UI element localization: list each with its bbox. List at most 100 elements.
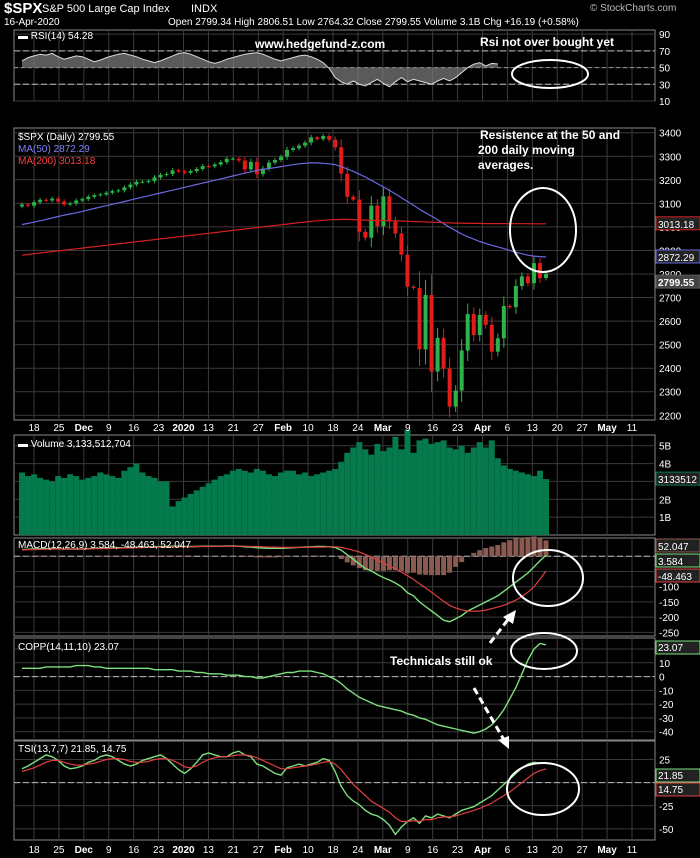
technicals-annotation: Technicals still ok	[390, 654, 493, 668]
resist-annotation: averages.	[478, 158, 533, 172]
volume-bar	[488, 440, 495, 535]
macd-tick-label: -200	[659, 613, 679, 624]
volume-bar	[416, 440, 423, 535]
macd-hist-bar	[43, 555, 49, 557]
x-axis-label-bottom: 13	[203, 845, 215, 856]
watermark: © StockCharts.com	[590, 3, 677, 14]
macd-hist-bar	[543, 540, 549, 557]
macd-hist-bar	[103, 555, 109, 557]
volume-bar	[506, 468, 513, 535]
macd-hist-bar	[272, 556, 278, 558]
volume-bar	[193, 490, 200, 535]
price-candle	[453, 390, 458, 407]
volume-bar	[470, 447, 477, 535]
price-candle	[200, 166, 205, 169]
volume-bar	[314, 474, 321, 535]
x-axis-label: 2020	[172, 423, 195, 434]
macd-hist-bar	[477, 550, 483, 557]
macd-hist-bar	[459, 556, 465, 563]
rsi-tick-label: 50	[659, 64, 671, 75]
price-candle	[363, 231, 368, 238]
macd-signal-line	[21, 545, 547, 612]
volume-bar	[500, 465, 507, 535]
copp-tick-label: 10	[659, 659, 671, 670]
price-candle	[483, 314, 488, 325]
tsi-panel-frame	[13, 740, 656, 841]
price-last-ma200: 3013.18	[658, 220, 695, 231]
macd-hist-bar	[471, 552, 477, 557]
volume-bar	[91, 476, 98, 535]
volume-title: ▬ Volume 3,133,512,704	[18, 439, 131, 450]
macd-hist-bar	[170, 555, 176, 557]
x-axis-label: 13	[527, 423, 539, 434]
price-candle	[411, 286, 416, 288]
volume-bar	[476, 442, 483, 535]
x-axis-label-bottom: 16	[427, 845, 439, 856]
volume-bar	[109, 476, 116, 535]
price-tick-label: 3200	[659, 176, 682, 187]
copp-tick-label: 0	[659, 673, 665, 684]
macd-hist-bar	[417, 556, 423, 575]
volume-bar	[121, 470, 128, 535]
macd-hist-bar	[525, 537, 531, 557]
arrow-up-head	[503, 610, 516, 624]
price-candle	[38, 199, 43, 203]
x-axis-label-bottom: 27	[577, 845, 589, 856]
price-candle	[236, 158, 241, 161]
rsi-annotation: Rsi not over bought yet	[480, 35, 614, 49]
volume-bar	[308, 476, 315, 535]
price-candle	[212, 164, 217, 167]
ma200-legend: MA(200) 3013.18	[18, 156, 96, 167]
price-tick-label: 2200	[659, 411, 682, 422]
macd-hist-bar	[133, 555, 139, 557]
copp-circle	[510, 632, 578, 670]
x-axis-label: 27	[577, 423, 589, 434]
price-candle	[291, 148, 296, 150]
volume-bar	[31, 474, 38, 535]
price-last-box-close	[655, 274, 700, 289]
volume-bar	[536, 470, 543, 535]
x-axis-label-bottom: Mar	[374, 845, 392, 856]
copp-tick-label: -30	[659, 714, 674, 725]
ma50-line	[21, 162, 547, 258]
volume-bar	[356, 442, 363, 535]
volume-bar	[25, 476, 32, 535]
volume-bar	[19, 472, 25, 535]
macd-hist-bar	[158, 555, 164, 557]
price-candle	[230, 158, 235, 160]
price-candle	[465, 314, 470, 351]
price-candle	[285, 149, 290, 157]
x-axis-label: 20	[552, 423, 564, 434]
macd-hist-bar	[127, 555, 133, 557]
x-axis-label: 24	[352, 423, 364, 434]
volume-bar	[350, 447, 357, 535]
volume-bar	[284, 470, 291, 535]
volume-bar	[440, 440, 447, 535]
price-candle	[44, 199, 49, 201]
volume-bar	[434, 442, 441, 535]
volume-bar	[217, 476, 224, 535]
macd-hist-bar	[410, 556, 416, 573]
tsi-circle	[506, 762, 580, 816]
copp-last: 23.07	[658, 643, 683, 654]
volume-bar	[302, 472, 309, 535]
x-axis-label: Mar	[374, 423, 392, 434]
volume-bar	[482, 447, 489, 535]
volume-bar	[247, 472, 254, 535]
tsi-last: 21.85	[658, 771, 683, 782]
macd-hist-bar	[368, 556, 374, 571]
copp-tick-label: -20	[659, 700, 674, 711]
macd-hist-bar	[248, 556, 254, 557]
volume-tick-label: 5B	[659, 442, 672, 453]
arrow-down-shaft	[472, 687, 506, 741]
x-axis-label: 18	[28, 423, 40, 434]
price-candle	[321, 136, 326, 140]
price-candle	[544, 274, 548, 279]
price-title: $SPX (Daily) 2799.55	[18, 132, 115, 143]
rsi-tick-label: 70	[659, 47, 671, 58]
x-axis-label: 27	[253, 423, 265, 434]
price-candle	[375, 205, 380, 227]
price-candle	[381, 196, 386, 227]
x-axis-label-bottom: Dec	[75, 845, 94, 856]
price-tick-label: 3300	[659, 152, 682, 163]
